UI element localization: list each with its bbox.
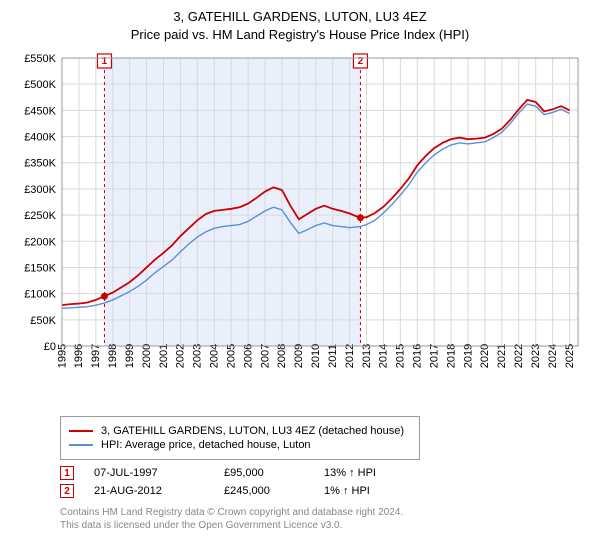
svg-text:2011: 2011	[327, 345, 339, 369]
svg-text:£350K: £350K	[24, 158, 56, 170]
svg-text:1995: 1995	[56, 344, 68, 368]
svg-text:1999: 1999	[124, 344, 136, 368]
svg-text:£150K: £150K	[24, 263, 56, 275]
svg-text:2025: 2025	[564, 344, 576, 368]
sale-date: 21-AUG-2012	[94, 485, 224, 497]
svg-text:2016: 2016	[412, 344, 424, 368]
svg-text:2014: 2014	[378, 344, 390, 368]
svg-text:£500K: £500K	[24, 80, 56, 92]
sale-price: £95,000	[224, 467, 324, 479]
chart-title-block: 3, GATEHILL GARDENS, LUTON, LU3 4EZ Pric…	[12, 8, 588, 44]
svg-text:2010: 2010	[310, 344, 322, 368]
svg-text:2021: 2021	[496, 344, 508, 368]
svg-text:2024: 2024	[547, 344, 559, 368]
price-chart-svg: £0 £50K £100K £150K £200K £250K £300K £350K £400…	[12, 50, 588, 410]
sale-points-list: 1 07-JUL-1997 £95,000 13% ↑ HPI 2 21-AUG…	[60, 466, 578, 498]
svg-text:2023: 2023	[530, 344, 542, 368]
sale-marker-box: 1	[60, 466, 74, 480]
svg-text:£450K: £450K	[24, 106, 56, 118]
sale-row: 2 21-AUG-2012 £245,000 1% ↑ HPI	[60, 484, 578, 498]
svg-text:2008: 2008	[276, 344, 288, 368]
svg-text:2020: 2020	[479, 344, 491, 368]
chart-container: 3, GATEHILL GARDENS, LUTON, LU3 4EZ Pric…	[0, 0, 600, 560]
svg-text:2005: 2005	[225, 344, 237, 368]
sale-hpi: 13% ↑ HPI	[324, 467, 376, 479]
sale-date: 07-JUL-1997	[94, 467, 224, 479]
sale-price: £245,000	[224, 485, 324, 497]
legend-swatch-hpi	[69, 444, 93, 446]
svg-text:2004: 2004	[209, 344, 221, 368]
footer-line1: Contains HM Land Registry data © Crown c…	[60, 506, 578, 519]
svg-text:1996: 1996	[73, 344, 85, 368]
legend-label-hpi: HPI: Average price, detached house, Luto…	[101, 439, 311, 451]
chart-title-address: 3, GATEHILL GARDENS, LUTON, LU3 4EZ	[12, 8, 588, 26]
legend-row-property: 3, GATEHILL GARDENS, LUTON, LU3 4EZ (det…	[69, 425, 411, 437]
svg-text:1997: 1997	[90, 344, 102, 368]
svg-text:£400K: £400K	[24, 132, 56, 144]
footer-line2: This data is licensed under the Open Gov…	[60, 519, 578, 532]
legend-swatch-property	[69, 430, 93, 432]
chart-title-subtitle: Price paid vs. HM Land Registry's House …	[12, 26, 588, 44]
svg-text:£250K: £250K	[24, 210, 56, 222]
svg-text:£550K: £550K	[24, 53, 56, 65]
svg-text:2001: 2001	[158, 344, 170, 368]
svg-text:2007: 2007	[259, 344, 271, 368]
legend-label-property: 3, GATEHILL GARDENS, LUTON, LU3 4EZ (det…	[101, 425, 404, 437]
svg-text:2002: 2002	[175, 344, 187, 368]
svg-text:2009: 2009	[293, 344, 305, 368]
svg-text:2015: 2015	[395, 344, 407, 368]
legend: 3, GATEHILL GARDENS, LUTON, LU3 4EZ (det…	[60, 416, 420, 460]
chart-plot-area: £0 £50K £100K £150K £200K £250K £300K £350K £400…	[12, 50, 588, 410]
sale-marker-box: 2	[60, 484, 74, 498]
svg-text:£50K: £50K	[30, 315, 56, 327]
svg-text:£300K: £300K	[24, 184, 56, 196]
svg-text:£0: £0	[44, 341, 56, 353]
sale-row: 1 07-JUL-1997 £95,000 13% ↑ HPI	[60, 466, 578, 480]
svg-text:2000: 2000	[141, 344, 153, 368]
svg-text:2017: 2017	[428, 344, 440, 368]
legend-row-hpi: HPI: Average price, detached house, Luto…	[69, 439, 411, 451]
svg-text:2019: 2019	[462, 344, 474, 368]
svg-text:2006: 2006	[242, 344, 254, 368]
footer-attribution: Contains HM Land Registry data © Crown c…	[60, 506, 578, 532]
svg-text:2022: 2022	[513, 344, 525, 368]
svg-text:2012: 2012	[344, 344, 356, 368]
svg-text:2013: 2013	[361, 344, 373, 368]
svg-text:£100K: £100K	[24, 289, 56, 301]
sale-hpi: 1% ↑ HPI	[324, 485, 370, 497]
svg-text:2003: 2003	[192, 344, 204, 368]
svg-text:2018: 2018	[445, 344, 457, 368]
svg-text:£200K: £200K	[24, 237, 56, 249]
svg-text:1998: 1998	[107, 344, 119, 368]
